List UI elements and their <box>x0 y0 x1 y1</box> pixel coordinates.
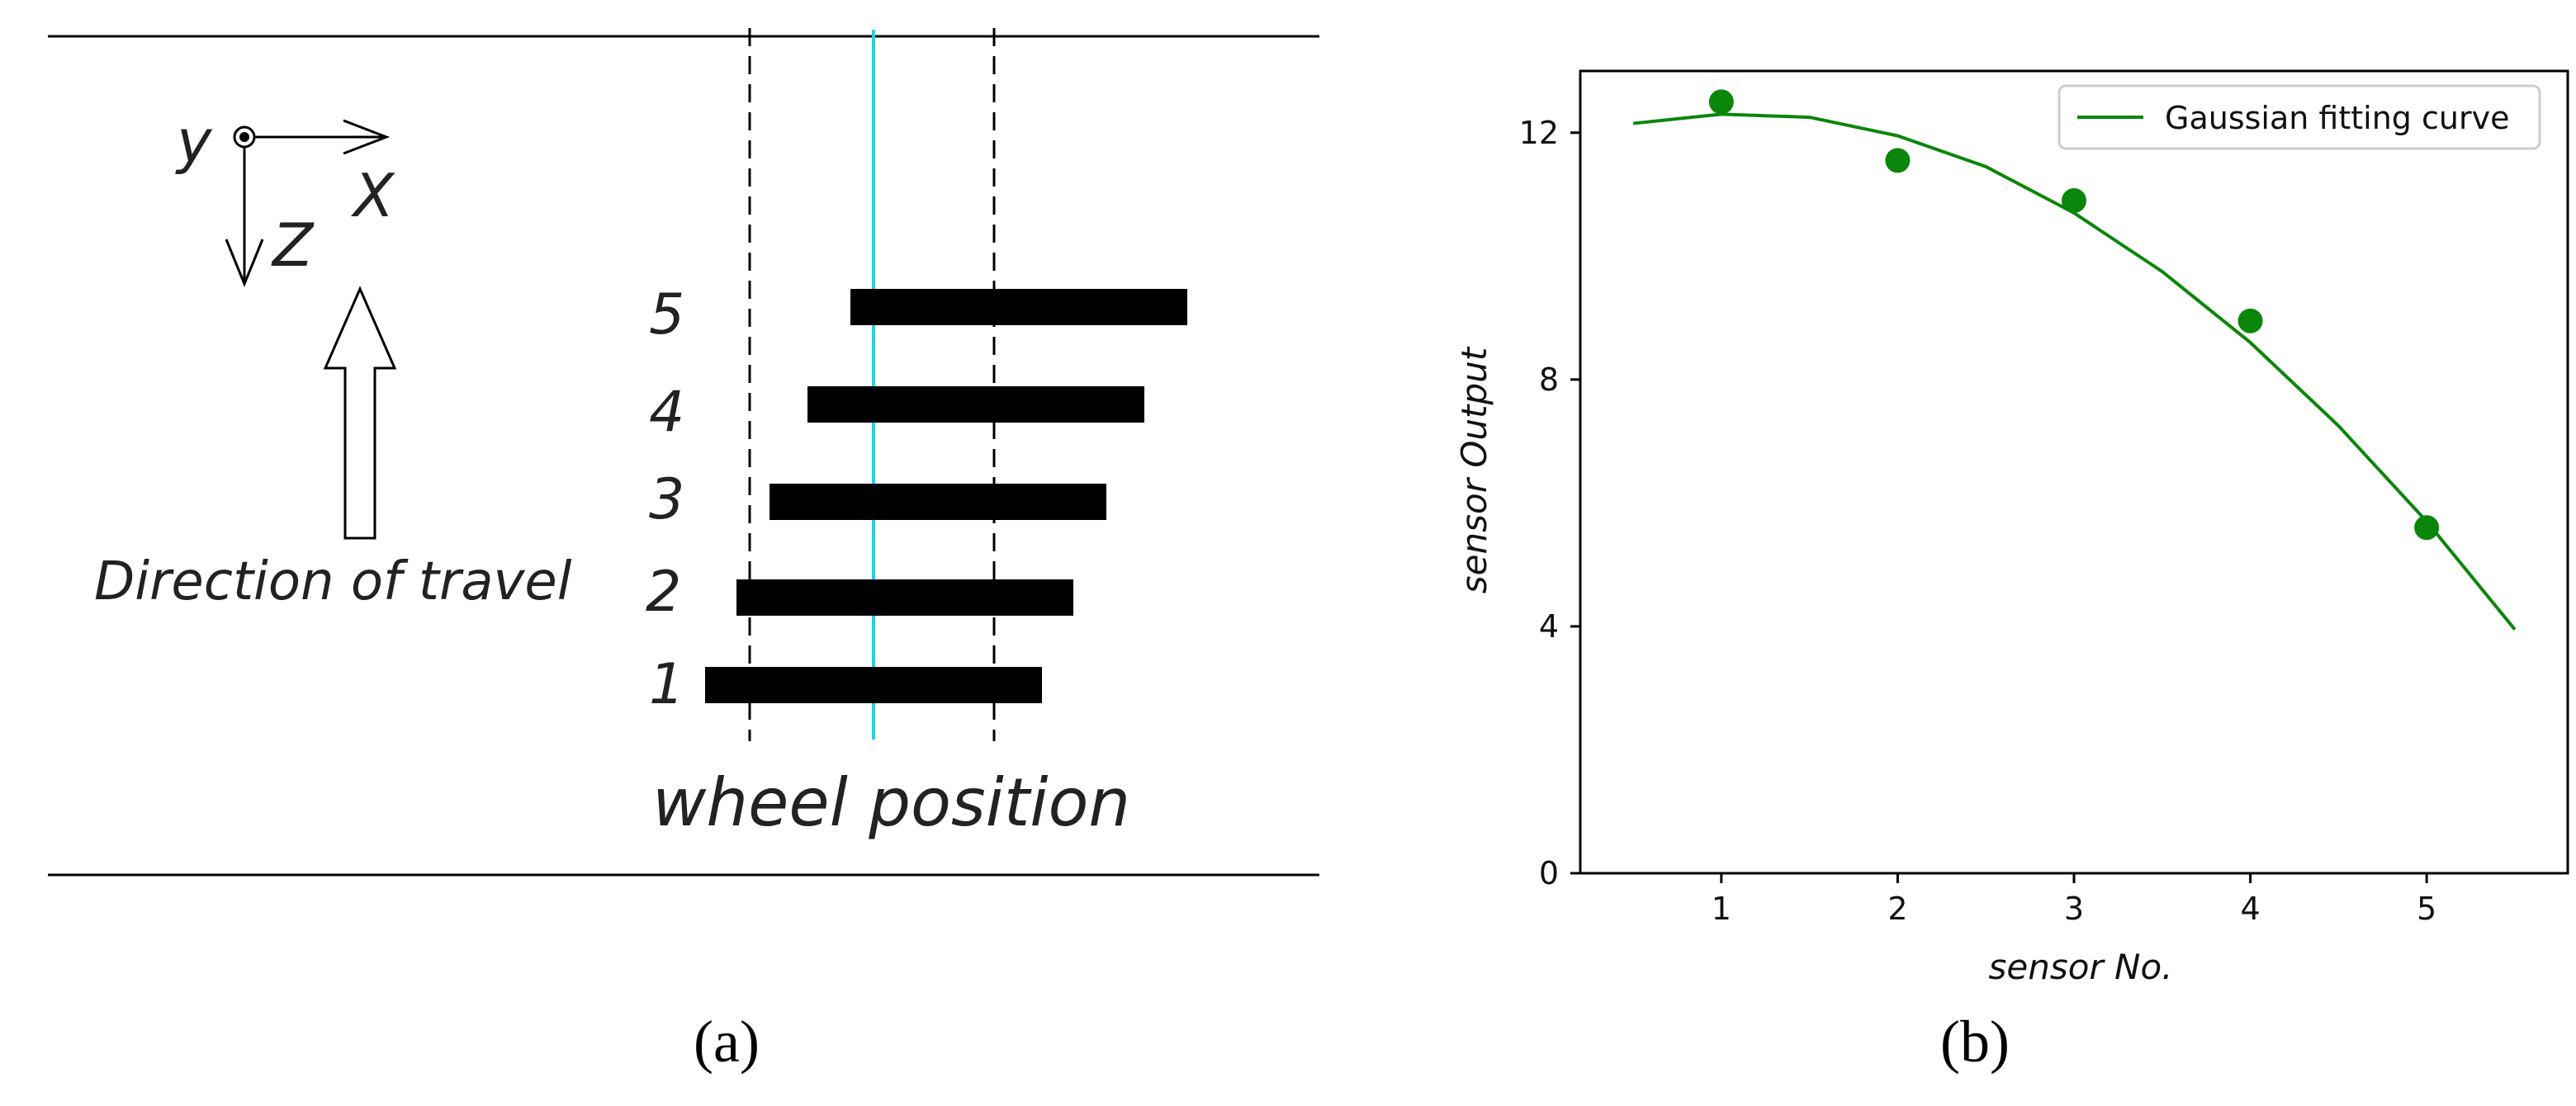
sensor-label-4: 4 <box>649 380 684 445</box>
panel-a-diagram: y X Z Direction of travel 5 4 3 2 1 whee… <box>48 28 1319 1075</box>
chart-legend: Gaussian fitting curve <box>2057 84 2541 150</box>
sensor-label-5: 5 <box>649 282 684 347</box>
legend-label: Gaussian fitting curve <box>2165 100 2509 136</box>
x-tick-label-5: 5 <box>2417 891 2436 927</box>
sensor-bar-4 <box>807 386 1144 423</box>
z-axis-label: Z <box>271 210 315 280</box>
y-axis-title: sensor Output <box>1454 346 1494 593</box>
data-point-2 <box>1885 148 1911 173</box>
x-tick-label-4: 4 <box>2240 891 2260 927</box>
y-tick-label-0: 0 <box>1539 855 1559 891</box>
x-axis-title: sensor No. <box>1988 947 2172 987</box>
y-tick-label-8: 8 <box>1539 362 1559 398</box>
y-axis-dot <box>239 132 249 142</box>
gaussian-fit-line <box>1632 112 2517 631</box>
y-tick-label-4: 4 <box>1539 608 1559 645</box>
z-arrowhead-icon <box>225 239 264 287</box>
sensor-label-1: 1 <box>649 652 684 717</box>
sensor-bar-1 <box>705 667 1042 703</box>
x-axis-label: X <box>350 161 395 230</box>
sensor-label-2: 2 <box>646 560 681 625</box>
data-point-1 <box>1708 89 1734 115</box>
x-arrowhead-icon <box>343 119 391 155</box>
panel-b-caption: (b) <box>1940 1009 2010 1075</box>
data-point-5 <box>2414 515 2440 541</box>
y-tick-label-12: 12 <box>1519 115 1559 151</box>
legend-box <box>2057 84 2541 150</box>
sensor-bar-3 <box>769 484 1106 520</box>
sensor-bar-5 <box>850 289 1187 325</box>
wheel-position-label: wheel position <box>652 764 1130 841</box>
x-tick-label-3: 3 <box>2064 891 2084 927</box>
direction-of-travel-arrow-icon <box>323 286 397 540</box>
y-axis-label: y <box>175 106 213 176</box>
direction-of-travel-label: Direction of travel <box>94 551 572 612</box>
data-point-3 <box>2062 188 2086 214</box>
sensor-bar-2 <box>736 579 1073 616</box>
panel-a-caption: (a) <box>694 1009 760 1075</box>
sensor-label-3: 3 <box>649 467 684 532</box>
x-tick-label-1: 1 <box>1712 891 1731 927</box>
data-point-4 <box>2237 308 2263 333</box>
coordinate-axes: y X Z <box>175 106 395 287</box>
x-tick-label-2: 2 <box>1887 891 1907 927</box>
